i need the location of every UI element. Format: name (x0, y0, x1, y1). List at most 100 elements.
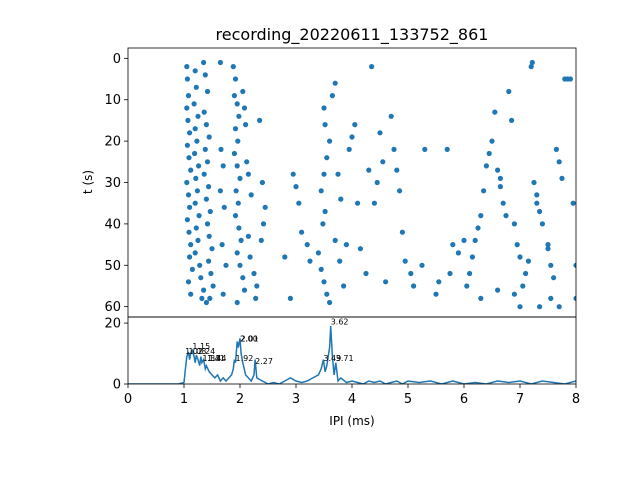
peak-annotation: 1.15 (192, 342, 210, 351)
y-tick-label: 60 (104, 300, 121, 315)
scatter-point (332, 237, 338, 243)
scatter-point (545, 246, 551, 252)
scatter-point (346, 146, 352, 152)
y-tick-label: 0 (113, 378, 121, 393)
scatter-point (206, 258, 212, 264)
peak-annotation: 1.02 (185, 347, 203, 356)
scatter-point (355, 200, 361, 206)
y-tick-label: 20 (104, 135, 121, 150)
scatter-point (201, 109, 207, 115)
scatter-point (366, 167, 372, 173)
scatter-point (189, 266, 195, 272)
scatter-point (188, 242, 194, 248)
scatter-point (236, 113, 242, 119)
scatter-point (570, 200, 576, 206)
scatter-point (240, 88, 246, 95)
scatter-point (329, 93, 335, 99)
scatter-point (206, 233, 212, 239)
scatter-point (307, 258, 313, 264)
scatter-point (187, 204, 193, 210)
scatter-point (374, 179, 380, 186)
scatter-point (327, 299, 333, 306)
scatter-point (192, 126, 198, 132)
scatter-point (318, 188, 324, 194)
scatter-point (223, 262, 229, 268)
scatter-point (234, 163, 240, 169)
scatter-point (573, 295, 576, 301)
scatter-point (247, 254, 253, 260)
scatter-point (236, 225, 242, 231)
scatter-point (537, 304, 543, 310)
x-tick-label: 2 (236, 392, 244, 407)
scatter-point (258, 237, 264, 243)
scatter-point (287, 295, 293, 301)
scatter-point (241, 287, 248, 293)
scatter-point (495, 167, 501, 173)
scatter-point (253, 295, 259, 301)
scatter-point (450, 242, 456, 248)
peak-annotation: 3.49 (323, 354, 341, 363)
x-tick-label: 4 (348, 392, 356, 407)
scatter-point (534, 192, 540, 198)
scatter-point (234, 250, 240, 256)
scatter-point (399, 229, 405, 235)
scatter-point (548, 295, 554, 301)
scatter-point (184, 64, 190, 70)
histogram-x-label: IPI (ms) (329, 414, 374, 428)
scatter-point (489, 138, 495, 144)
scatter-point (185, 192, 192, 198)
y-tick-label: 20 (104, 317, 121, 332)
scatter-point (186, 155, 192, 161)
scatter-point (204, 159, 211, 165)
scatter-point (184, 217, 190, 223)
scatter-point (192, 200, 198, 206)
scatter-point (203, 122, 209, 128)
scatter-point (201, 171, 207, 177)
x-tick-label: 8 (572, 392, 580, 407)
scatter-point (517, 254, 523, 260)
chart-title: recording_20220611_133752_861 (216, 25, 489, 45)
scatter-point (352, 122, 358, 128)
scatter-point (492, 109, 498, 115)
scatter-point (500, 200, 506, 206)
scatter-point (208, 270, 214, 277)
scatter-point (304, 242, 310, 248)
scatter-point (204, 221, 211, 227)
scatter-point (188, 167, 194, 173)
scatter-point (241, 105, 248, 111)
scatter-point (232, 126, 239, 132)
scatter-point (553, 146, 560, 152)
scatter-point (207, 208, 213, 215)
scatter-point (337, 258, 343, 264)
scatter-point (231, 93, 237, 99)
scatter-point (217, 188, 223, 194)
scatter-point (511, 221, 517, 227)
scatter-point (335, 171, 341, 177)
scatter-point (444, 146, 450, 152)
scatter-point (349, 134, 355, 140)
scatter-point (219, 242, 225, 248)
y-tick-label: 10 (104, 93, 121, 108)
scatter-point (234, 101, 240, 107)
scatter-point (503, 213, 509, 219)
scatter-point (231, 150, 237, 157)
scatter-point (497, 184, 503, 190)
scatter-point (478, 295, 484, 301)
ipi-histogram-line (128, 326, 576, 384)
scatter-point (244, 159, 250, 165)
scatter-point (556, 159, 562, 165)
scatter-point (203, 196, 209, 202)
scatter-point (548, 262, 554, 268)
scatter-point (230, 64, 236, 70)
scatter-point (184, 76, 190, 82)
scatter-point (567, 76, 574, 82)
scatter-point (388, 113, 394, 119)
scatter-point (232, 213, 239, 219)
scatter-point (315, 250, 321, 256)
scatter-point (391, 146, 397, 152)
histogram-y-ticks: 0 20 (104, 317, 128, 393)
scatter-point (511, 291, 517, 297)
scatter-point (193, 225, 199, 231)
scatter-point (206, 134, 212, 140)
